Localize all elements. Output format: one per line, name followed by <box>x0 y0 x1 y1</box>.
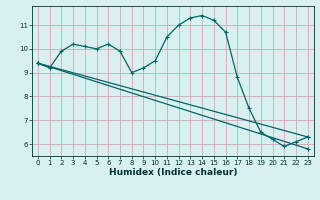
X-axis label: Humidex (Indice chaleur): Humidex (Indice chaleur) <box>108 168 237 177</box>
